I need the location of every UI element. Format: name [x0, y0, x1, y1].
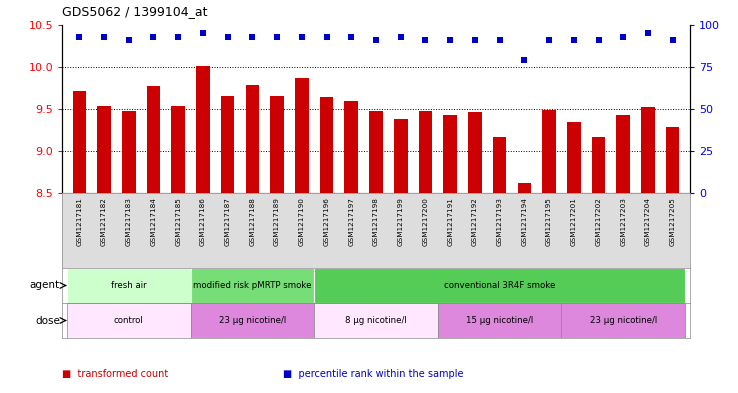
Text: GSM1217187: GSM1217187: [224, 197, 231, 246]
Point: [494, 37, 506, 43]
Text: GSM1217188: GSM1217188: [249, 197, 255, 246]
Bar: [542, 110, 556, 193]
Text: dose: dose: [35, 316, 60, 325]
Text: GSM1217184: GSM1217184: [151, 197, 156, 246]
Text: 23 μg nicotine/l: 23 μg nicotine/l: [218, 316, 286, 325]
Bar: [616, 115, 630, 193]
Text: GSM1217195: GSM1217195: [546, 197, 552, 246]
Text: GSM1217194: GSM1217194: [521, 197, 528, 246]
Point: [469, 37, 480, 43]
Text: GSM1217181: GSM1217181: [76, 197, 83, 246]
Text: GSM1217192: GSM1217192: [472, 197, 478, 246]
Point: [370, 37, 382, 43]
Text: conventional 3R4F smoke: conventional 3R4F smoke: [444, 281, 555, 290]
Point: [246, 34, 258, 40]
Point: [444, 37, 456, 43]
Point: [148, 34, 159, 40]
Text: GSM1217185: GSM1217185: [175, 197, 182, 246]
Point: [98, 34, 110, 40]
Point: [320, 34, 332, 40]
Text: GSM1217190: GSM1217190: [299, 197, 305, 246]
Text: control: control: [114, 316, 144, 325]
Text: GSM1217193: GSM1217193: [497, 197, 503, 246]
Bar: [562, 303, 685, 338]
Bar: [67, 268, 190, 303]
Point: [543, 37, 555, 43]
Text: agent: agent: [30, 281, 60, 290]
Text: 8 μg nicotine/l: 8 μg nicotine/l: [345, 316, 407, 325]
Text: GSM1217202: GSM1217202: [596, 197, 601, 246]
Bar: [147, 86, 160, 193]
Bar: [444, 115, 457, 193]
Text: GSM1217189: GSM1217189: [274, 197, 280, 246]
Point: [593, 37, 604, 43]
Bar: [314, 303, 438, 338]
Bar: [320, 97, 334, 193]
Bar: [122, 111, 136, 193]
Bar: [314, 268, 685, 303]
Text: GSM1217205: GSM1217205: [669, 197, 676, 246]
Point: [197, 30, 209, 37]
Point: [271, 34, 283, 40]
Bar: [493, 137, 506, 193]
Text: GSM1217186: GSM1217186: [200, 197, 206, 246]
Bar: [72, 90, 86, 193]
Bar: [567, 123, 581, 193]
Bar: [270, 96, 284, 193]
Text: GSM1217182: GSM1217182: [101, 197, 107, 246]
Bar: [438, 303, 562, 338]
Point: [221, 34, 233, 40]
Point: [123, 37, 134, 43]
Text: GSM1217199: GSM1217199: [398, 197, 404, 246]
Point: [73, 34, 85, 40]
Bar: [196, 66, 210, 193]
Text: GSM1217201: GSM1217201: [570, 197, 577, 246]
Bar: [345, 101, 358, 193]
Text: GSM1217183: GSM1217183: [125, 197, 132, 246]
Bar: [221, 96, 235, 193]
Bar: [295, 78, 308, 193]
Bar: [592, 137, 605, 193]
Text: GSM1217200: GSM1217200: [422, 197, 429, 246]
Text: GSM1217203: GSM1217203: [620, 197, 627, 246]
Point: [518, 57, 530, 63]
Text: fresh air: fresh air: [111, 281, 147, 290]
Text: 15 μg nicotine/l: 15 μg nicotine/l: [466, 316, 534, 325]
Bar: [641, 107, 655, 193]
Bar: [468, 112, 482, 193]
Text: GSM1217197: GSM1217197: [348, 197, 354, 246]
Text: ■  percentile rank within the sample: ■ percentile rank within the sample: [283, 369, 464, 379]
Text: GSM1217198: GSM1217198: [373, 197, 379, 246]
Bar: [190, 268, 314, 303]
Bar: [418, 111, 432, 193]
Text: ■  transformed count: ■ transformed count: [62, 369, 168, 379]
Text: GDS5062 / 1399104_at: GDS5062 / 1399104_at: [62, 5, 207, 18]
Bar: [171, 107, 185, 193]
Point: [395, 34, 407, 40]
Bar: [97, 107, 111, 193]
Text: modified risk pMRTP smoke: modified risk pMRTP smoke: [193, 281, 311, 290]
Point: [618, 34, 630, 40]
Point: [172, 34, 184, 40]
Point: [667, 37, 679, 43]
Bar: [190, 303, 314, 338]
Text: GSM1217204: GSM1217204: [645, 197, 651, 246]
Text: 23 μg nicotine/l: 23 μg nicotine/l: [590, 316, 657, 325]
Bar: [246, 84, 259, 193]
Bar: [666, 127, 680, 193]
Text: GSM1217191: GSM1217191: [447, 197, 453, 246]
Point: [296, 34, 308, 40]
Bar: [517, 183, 531, 193]
Point: [345, 34, 357, 40]
Text: GSM1217196: GSM1217196: [323, 197, 330, 246]
Point: [568, 37, 580, 43]
Point: [642, 30, 654, 37]
Point: [419, 37, 431, 43]
Bar: [67, 303, 190, 338]
Bar: [369, 111, 383, 193]
Bar: [394, 119, 407, 193]
